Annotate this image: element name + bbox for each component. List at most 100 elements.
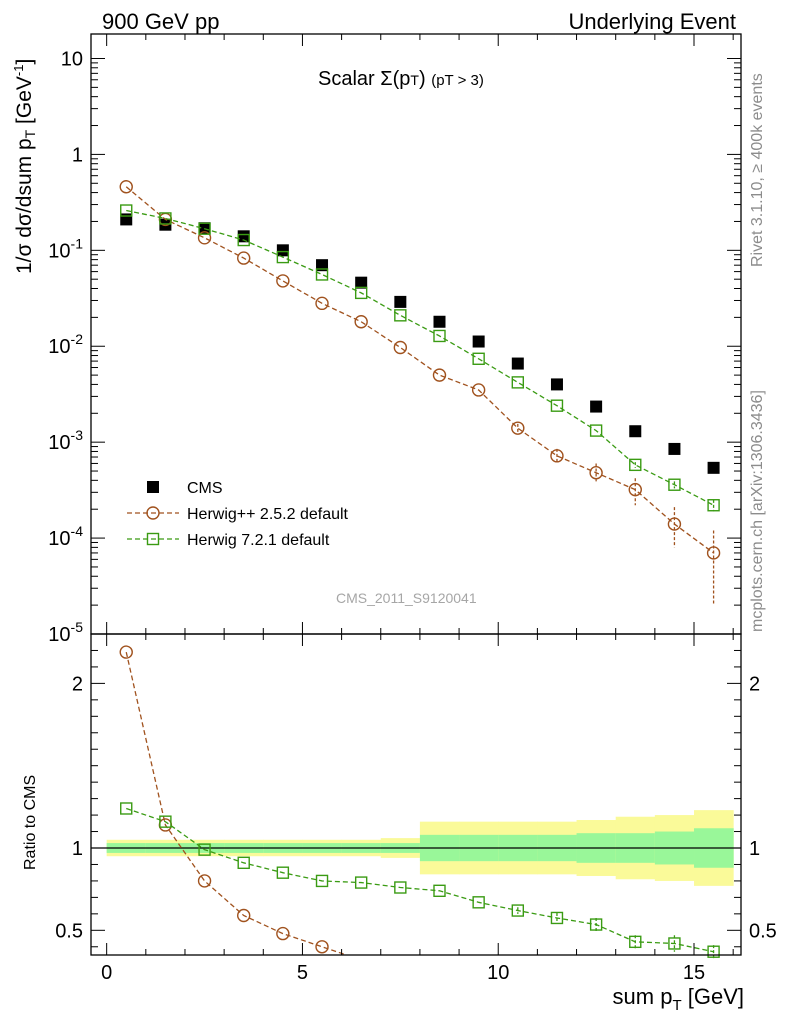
data-point: [119, 180, 133, 194]
y-axis-label: 1/σ dσ/dsum pT [GeV-1]: [11, 59, 38, 274]
y-tick-label-base: 10: [48, 336, 70, 358]
ratio-point: [511, 904, 525, 917]
x-tick-label: 0: [101, 962, 112, 984]
ratio-point: [472, 896, 485, 909]
header-right-label: Underlying Event: [568, 9, 736, 34]
ratio-point: [159, 815, 172, 828]
ratio-point: [433, 884, 446, 897]
ratio-line: [125, 651, 347, 956]
y-tick-label-base: 10: [48, 624, 70, 646]
ratio-y-tick-label-right: 1: [749, 838, 760, 860]
data-point: [433, 329, 446, 343]
data-point: [393, 340, 408, 355]
chart-title: Scalar Σ(pT) (pT > 3): [318, 68, 484, 91]
xlabel-unit: [GeV]: [687, 984, 744, 1009]
x-axis-label: sum pT [GeV]: [613, 984, 744, 1014]
ratio-point: [589, 918, 603, 931]
ratio-series-0: [119, 645, 347, 956]
ylabel-sup: -1: [11, 64, 26, 77]
data-point: [354, 286, 368, 300]
legend-marker: [146, 532, 160, 546]
legend-entry: CMS: [147, 480, 223, 497]
data-point: [628, 482, 642, 497]
ylabel-unit: [GeV: [13, 76, 36, 124]
y-tick-label-exp: -1: [71, 235, 84, 251]
ratio-y-tick-label: 2: [72, 673, 83, 695]
series-line: [125, 186, 714, 554]
data-point: [237, 233, 250, 247]
legend-label: Herwig 7.2.1 default: [187, 532, 330, 549]
ratio-point: [707, 945, 720, 958]
ratio-panel-series: [119, 645, 720, 959]
data-point: [511, 357, 524, 370]
data-point: [237, 230, 250, 243]
ratio-point: [276, 866, 290, 879]
y-tick-label-exp: -3: [71, 427, 84, 443]
data-point: [472, 352, 485, 365]
data-point: [471, 383, 486, 397]
data-point: [432, 368, 447, 382]
legend-marker: [147, 481, 159, 493]
ratio-point: [394, 881, 407, 894]
ratio-point: [198, 843, 211, 856]
data-point: [394, 295, 407, 308]
ratio-point: [629, 935, 642, 949]
title-cut: (pT > 3): [431, 72, 484, 89]
data-point: [550, 378, 563, 391]
data-point: [276, 244, 289, 257]
data-point: [511, 421, 525, 435]
ratio-y-axis-label: Ratio to CMS: [22, 774, 39, 870]
data-point: [237, 251, 251, 265]
data-point: [159, 212, 172, 225]
ratio-point: [668, 937, 681, 950]
x-tick-label: 10: [487, 962, 509, 984]
title-sub: T: [410, 72, 419, 88]
ratio-frame: [90, 633, 742, 956]
ratio-y-tick-label-right: 0.5: [749, 920, 777, 942]
ratio-uncertainty-bands: [91, 810, 741, 886]
data-point: [589, 424, 603, 437]
ratio-point: [237, 908, 251, 923]
y-tick-label-exp: -4: [71, 523, 84, 539]
data-point: [198, 222, 211, 235]
legend-label: Herwig++ 2.5.2 default: [187, 506, 349, 523]
data-point: [316, 259, 329, 272]
rivet-version-label: Rivet 3.1.10, ≥ 400k events: [749, 73, 766, 267]
y-tick-label: 1: [72, 144, 83, 166]
ylabel-main: 1/σ dσ/dsum p: [13, 138, 36, 274]
series-1: [119, 180, 721, 606]
series-line: [126, 209, 714, 506]
ratio-y-tick-label: 1: [72, 838, 83, 860]
data-point: [433, 315, 446, 328]
ratio-point: [197, 874, 212, 888]
data-point: [354, 315, 368, 329]
data-point: [629, 458, 642, 472]
data-point: [120, 204, 133, 217]
data-point: [629, 425, 642, 438]
legend-label: CMS: [187, 480, 223, 497]
ratio-point: [119, 645, 133, 659]
data-point: [315, 296, 329, 311]
data-point: [120, 213, 133, 226]
y-tick-label: 10-1: [48, 235, 83, 262]
series-2: [120, 204, 720, 512]
y-tick-label-exp: -5: [71, 619, 84, 635]
ratio-point: [276, 926, 290, 941]
title-close: ): [418, 68, 426, 90]
data-point: [706, 546, 721, 560]
y-tick-label: 10-2: [48, 331, 83, 358]
ratio-y-tick-label: 0.5: [55, 920, 83, 942]
y-tick-label: 10: [61, 48, 83, 70]
data-point: [276, 250, 290, 264]
y-tick-label: 10-3: [48, 427, 83, 454]
ratio-point: [237, 856, 250, 870]
ratio-y-tick-label-right: 2: [749, 673, 760, 695]
header-left-label: 900 GeV pp: [102, 9, 220, 34]
data-point: [668, 442, 681, 455]
ratio-point: [550, 911, 564, 925]
data-point: [355, 276, 368, 289]
data-point: [707, 461, 720, 474]
legend-entry: Herwig 7.2.1 default: [127, 532, 330, 549]
y-tick-label-exp: -2: [71, 331, 84, 347]
